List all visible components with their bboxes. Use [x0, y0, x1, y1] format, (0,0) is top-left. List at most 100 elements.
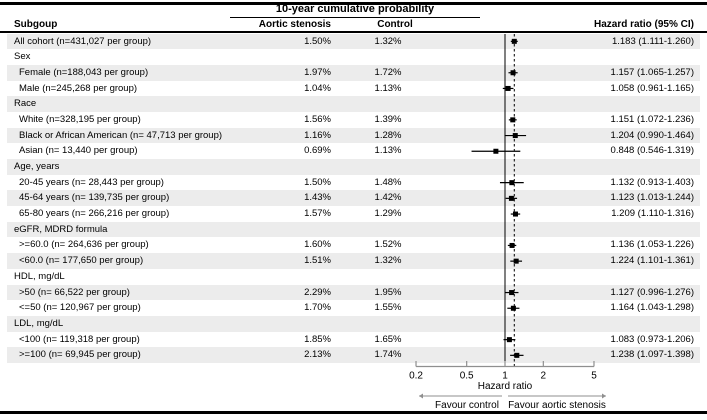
- subgroup-label: All cohort (n=431,027 per group): [14, 35, 152, 47]
- control-value: 1.72%: [374, 66, 402, 78]
- subgroup-label: 65-80 years (n= 266,216 per group): [19, 208, 170, 220]
- header-rule: [0, 31, 707, 33]
- top-rule: [0, 2, 707, 5]
- table-row-category: HDL, mg/dL: [7, 269, 700, 285]
- bottom-rule: [0, 411, 707, 414]
- subgroup-label: >=60.0 (n= 264,636 per group): [19, 239, 149, 251]
- table-row: >=100 (n= 69,945 per group) 2.13% 1.74% 1.2…: [7, 347, 700, 363]
- subgroup-label: eGFR, MDRD formula: [14, 223, 108, 235]
- hazard-ratio-value: 1.164 (1.043-1.298): [610, 302, 694, 314]
- table-row: All cohort (n=431,027 per group) 1.50% 1.3…: [7, 33, 700, 50]
- control-value: 1.95%: [374, 286, 402, 298]
- span-title: 10-year cumulative probability: [275, 3, 435, 15]
- aortic-stenosis-value: 1.70%: [304, 302, 331, 314]
- aortic-stenosis-value: 1.50%: [304, 176, 331, 188]
- hazard-ratio-value: 1.238 (1.097-1.398): [610, 349, 694, 361]
- subgroup-label: 20-45 years (n= 28,443 per group): [19, 176, 164, 188]
- control-value: 1.32%: [374, 35, 402, 47]
- axis-tick-label: 0.5: [460, 371, 474, 382]
- hazard-ratio-value: 1.224 (1.101-1.361): [610, 255, 694, 267]
- aortic-stenosis-value: 1.97%: [304, 66, 331, 78]
- table-row: Female (n=188,043 per group) 1.97% 1.72% 1.…: [7, 64, 700, 81]
- column-header-control: Control: [377, 19, 413, 30]
- subgroup-label: Race: [14, 98, 37, 110]
- control-value: 1.13%: [374, 145, 402, 157]
- aortic-stenosis-value: 1.51%: [304, 255, 331, 267]
- control-value: 1.55%: [374, 302, 402, 314]
- axis-tick-label: 5: [591, 371, 597, 382]
- table-row: >=60.0 (n= 264,636 per group) 1.60% 1.52% 1…: [7, 237, 700, 253]
- control-value: 1.32%: [374, 255, 402, 267]
- control-value: 1.29%: [374, 208, 402, 220]
- subgroup-label: >=100 (n= 69,945 per group): [19, 349, 141, 361]
- column-header-aortic-stenosis: Aortic stenosis: [258, 19, 331, 30]
- table-row-category: Age, years: [7, 159, 700, 175]
- control-value: 1.65%: [374, 333, 402, 345]
- subgroup-label: HDL, mg/dL: [14, 270, 65, 282]
- subgroup-label: Asian (n= 13,440 per group): [19, 145, 138, 157]
- subgroup-label: Female (n=188,043 per group): [19, 66, 149, 78]
- table-row: <=50 (n= 120,967 per group) 1.70% 1.55% 1.1…: [7, 300, 700, 316]
- aortic-stenosis-value: 1.56%: [304, 113, 331, 125]
- control-value: 1.39%: [374, 113, 402, 125]
- subgroup-label: Male (n=245,268 per group): [19, 82, 138, 94]
- table-row: 65-80 years (n= 266,216 per group) 1.57% 1…: [7, 206, 700, 222]
- table-row: <100 (n= 119,318 per group) 1.85% 1.65% 1.0…: [7, 332, 700, 348]
- aortic-stenosis-value: 1.85%: [304, 333, 331, 345]
- table-row-category: Sex: [7, 49, 700, 65]
- favour-control-arrow-head: [419, 393, 423, 399]
- aortic-stenosis-value: 2.29%: [304, 286, 331, 298]
- aortic-stenosis-value: 1.57%: [304, 208, 331, 220]
- table-row: >50 (n= 66,522 per group) 2.29% 1.95% 1.127…: [7, 284, 700, 301]
- table-row: 45-64 years (n= 139,735 per group) 1.43% 1…: [7, 190, 700, 207]
- control-value: 1.13%: [374, 82, 402, 94]
- hazard-ratio-value: 1.204 (0.990-1.464): [610, 129, 694, 141]
- subgroup-label: White (n=328,195 per group): [19, 113, 141, 125]
- column-header-hazard-ratio: Hazard ratio (95% CI): [593, 19, 694, 30]
- subgroup-label: <100 (n= 119,318 per group): [19, 333, 140, 345]
- hazard-ratio-value: 1.183 (1.111-1.260): [611, 35, 694, 47]
- axis-title: Hazard ratio: [477, 381, 533, 392]
- aortic-stenosis-value: 2.13%: [304, 349, 331, 361]
- subgroup-label: >50 (n= 66,522 per group): [19, 286, 130, 298]
- subgroup-label: <=50 (n= 120,967 per group): [19, 302, 141, 314]
- axis-tick-label: 1: [502, 371, 508, 382]
- hazard-ratio-value: 1.083 (0.973-1.206): [610, 333, 694, 345]
- table-row: White (n=328,195 per group) 1.56% 1.39% 1.1…: [7, 112, 700, 128]
- axis-tick-label: 0.2: [409, 371, 423, 382]
- column-header-subgroup: Subgoup: [14, 19, 58, 30]
- favour-control-label: Favour control: [435, 400, 499, 411]
- table-row-category: Race: [7, 96, 700, 112]
- control-value: 1.52%: [374, 239, 402, 251]
- hazard-ratio-value: 1.123 (1.013-1.244): [610, 192, 694, 204]
- span-title-underline: [230, 16, 480, 18]
- aortic-stenosis-value: 1.60%: [304, 239, 331, 251]
- table-row: Male (n=245,268 per group) 1.04% 1.13% 1.05…: [7, 81, 700, 97]
- table-row: Black or African American (n= 47,713 per…: [7, 127, 700, 144]
- subgroup-label: <60.0 (n= 177,650 per group): [19, 255, 144, 267]
- aortic-stenosis-value: 1.16%: [304, 129, 331, 141]
- hazard-ratio-value: 1.157 (1.065-1.257): [610, 66, 694, 78]
- table-body: All cohort (n=431,027 per group) 1.50% 1.3…: [7, 33, 700, 363]
- hazard-ratio-value: 1.058 (0.961-1.165): [610, 82, 694, 94]
- aortic-stenosis-value: 1.04%: [304, 82, 331, 94]
- table-row-category: LDL, mg/dL: [7, 315, 700, 332]
- control-value: 1.48%: [374, 176, 402, 188]
- axis-tick-label: 2: [541, 371, 547, 382]
- subgroup-label: Age, years: [14, 161, 60, 172]
- table-row: <60.0 (n= 177,650 per group) 1.51% 1.32% 1.…: [7, 253, 700, 269]
- subgroup-label: Black or African American (n= 47,713 per…: [19, 129, 223, 141]
- aortic-stenosis-value: 1.50%: [304, 35, 331, 47]
- favour-aortic-stenosis-label: Favour aortic stenosis: [508, 400, 606, 411]
- aortic-stenosis-value: 1.43%: [304, 192, 331, 204]
- hazard-ratio-value: 1.136 (1.053-1.226): [610, 239, 694, 251]
- subgroup-label: LDL, mg/dL: [14, 317, 64, 329]
- control-value: 1.42%: [374, 192, 402, 204]
- table-row-category: eGFR, MDRD formula: [7, 221, 700, 238]
- hazard-ratio-value: 1.151 (1.072-1.236): [610, 113, 694, 125]
- table-row: Asian (n= 13,440 per group) 0.69% 1.13% 0.8…: [7, 143, 700, 159]
- favour-aortic-stenosis-arrow-head: [602, 393, 606, 399]
- hazard-ratio-value: 1.127 (0.996-1.276): [610, 286, 694, 298]
- hazard-ratio-value: 0.848 (0.546-1.319): [610, 145, 694, 157]
